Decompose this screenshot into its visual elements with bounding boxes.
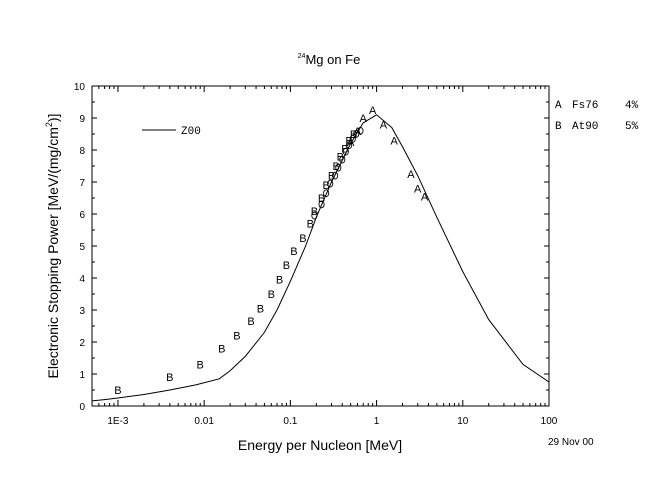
legend-marker-source: Fs76 xyxy=(572,100,598,112)
x-tick-label: 100 xyxy=(541,416,558,427)
legend-marker-source: At90 xyxy=(572,121,598,133)
chart-title: 24Mg on Fe xyxy=(298,52,361,67)
legend-marker-symbol: A xyxy=(555,100,562,112)
marker-circle xyxy=(311,211,318,220)
marker-circle xyxy=(323,189,330,198)
legend-marker-symbol: B xyxy=(555,121,562,133)
marker-b-at90: B xyxy=(283,260,290,272)
marker-circle xyxy=(346,141,353,150)
x-tick-labels: 1E-3 0.01 0.1 1 10 100 xyxy=(107,416,557,427)
marker-b-at90: B xyxy=(218,343,225,355)
marker-a-fs76: A xyxy=(414,183,422,195)
marker-b-at90: B xyxy=(290,246,297,258)
marker-b-at90: B xyxy=(233,331,240,343)
marker-b-at90: B xyxy=(257,303,264,315)
marker-b-at90: B xyxy=(268,289,275,301)
legend-marker-a: A Fs76 4% xyxy=(555,100,639,112)
marker-b-at90: B xyxy=(299,233,306,245)
x-tick-label: 0.01 xyxy=(194,416,214,427)
marker-a-fs76: A xyxy=(407,169,415,181)
marker-circle xyxy=(318,200,325,209)
y-tick-label: 1 xyxy=(79,370,85,381)
marker-circle xyxy=(339,155,346,164)
legend-marker-error: 4% xyxy=(625,100,639,112)
legend-marker-error: 5% xyxy=(625,121,639,133)
y-tick-label: 3 xyxy=(79,306,85,317)
plot-frame xyxy=(91,85,550,407)
marker-circle xyxy=(335,163,342,172)
y-tick-labels: 0 1 2 3 4 5 6 7 8 9 10 xyxy=(74,82,86,413)
date-stamp: 29 Nov 00 xyxy=(548,437,594,448)
marker-a-fs76: A xyxy=(380,119,388,131)
y-tick-label: 6 xyxy=(79,210,85,221)
y-axis-label: Electronic Stopping Power [MeV/(mg/cm2)] xyxy=(44,114,61,379)
marker-circle xyxy=(342,147,349,156)
marker-a-fs76: A xyxy=(360,113,368,125)
marker-circle xyxy=(357,126,364,135)
marker-a-fs76: A xyxy=(421,191,429,203)
y-tick-label: 0 xyxy=(79,402,85,413)
marker-b-at90: B xyxy=(341,143,348,155)
marker-circle xyxy=(332,171,339,180)
y-tick-label: 10 xyxy=(74,82,86,93)
y-tick-label: 2 xyxy=(79,338,85,349)
y-tick-label: 9 xyxy=(79,114,85,125)
y-tick-label: 4 xyxy=(79,274,85,285)
marker-b-at90: B xyxy=(307,219,314,231)
y-tick-label: 7 xyxy=(79,178,85,189)
legend-line-label: Z00 xyxy=(181,126,201,138)
y-tick-label: 5 xyxy=(79,242,85,253)
x-tick-label: 1E-3 xyxy=(107,416,129,427)
x-tick-label: 1 xyxy=(374,416,380,427)
marker-b-at90: B xyxy=(322,180,329,192)
marker-b-at90: B xyxy=(276,275,283,287)
marker-b-at90: B xyxy=(114,385,121,397)
marker-circle xyxy=(349,134,356,143)
marker-b-at90: B xyxy=(318,193,325,205)
marker-b-at90: B xyxy=(247,316,254,328)
marker-circle xyxy=(327,179,334,188)
axis-ticks xyxy=(91,85,550,407)
marker-b-at90: B xyxy=(166,372,173,384)
marker-b-at90: B xyxy=(197,359,204,371)
series-line-z00 xyxy=(91,114,550,402)
x-axis-label: Energy per Nucleon [MeV] xyxy=(238,437,402,453)
marker-a-fs76: A xyxy=(369,105,377,117)
marker-b-at90: B xyxy=(328,171,335,183)
marker-a-fs76: A xyxy=(391,135,399,147)
legend-marker-b: B At90 5% xyxy=(555,121,639,133)
x-tick-label: 0.1 xyxy=(283,416,297,427)
y-tick-label: 8 xyxy=(79,146,85,157)
x-tick-label: 10 xyxy=(457,416,469,427)
